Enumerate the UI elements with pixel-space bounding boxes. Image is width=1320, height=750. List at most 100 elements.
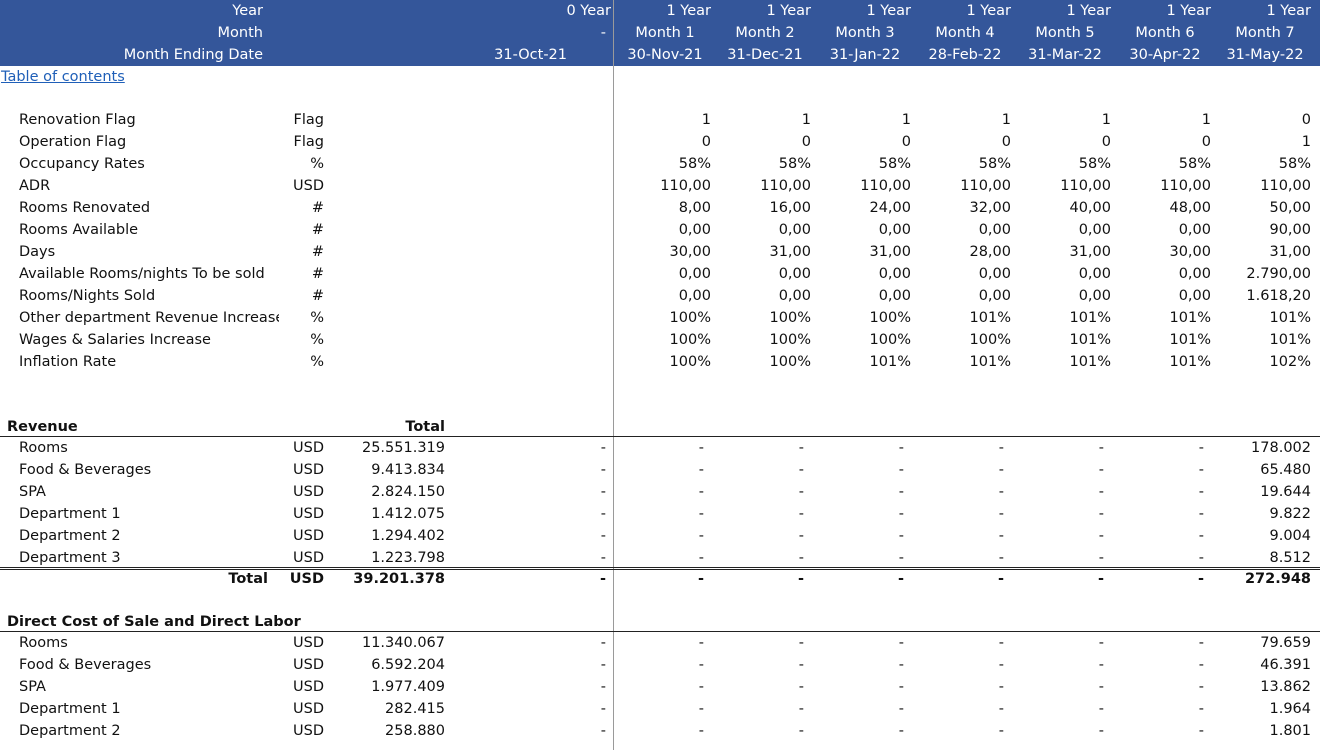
row-value-month-3: -	[898, 528, 904, 544]
row-value-month-1: 100%	[669, 354, 711, 370]
row-total: 25.551.319	[361, 440, 445, 456]
row-value-month-3: -	[898, 440, 904, 456]
row-value-month-5: 1	[1101, 112, 1111, 128]
header-band: Year Month Month Ending Date 0 Year - 31…	[0, 0, 1320, 66]
row-total: 1.977.409	[371, 679, 445, 695]
table-row: SPA USD 2.824.150 - - - - - - - 19.644	[0, 481, 1320, 503]
row-value-month-3: 1	[901, 112, 911, 128]
header-col-5-date: 31-Mar-22	[1028, 47, 1102, 63]
header-label-month: Month	[217, 25, 263, 41]
header-col-7-year: 1 Year	[1266, 3, 1311, 19]
row-value-month-3: 58%	[878, 156, 911, 172]
row-month0-value: -	[600, 723, 606, 739]
row-value-month-5: 101%	[1069, 332, 1111, 348]
header-col-4-year: 1 Year	[966, 3, 1011, 19]
row-month0-value: -	[600, 550, 606, 566]
row-value-month-1: -	[698, 679, 704, 695]
row-label: Food & Beverages	[19, 462, 152, 478]
table-row: Rooms USD 25.551.319 - - - - - - - 178.002	[0, 437, 1320, 459]
row-value-month-1: -	[698, 723, 704, 739]
row-month0-value: -	[600, 657, 606, 673]
row-value-month-5: 0,00	[1078, 288, 1111, 304]
row-value-month-6: 0,00	[1178, 266, 1211, 282]
row-value-month-3: 24,00	[869, 200, 911, 216]
row-month0-value: -	[600, 679, 606, 695]
row-value-month-7: 272.948	[1244, 571, 1311, 587]
row-unit: USD	[293, 178, 324, 194]
revenue-section-header: Revenue Total	[0, 416, 1320, 438]
row-value-month-7: 90,00	[1269, 222, 1311, 238]
row-label: Department 3	[19, 550, 121, 566]
table-of-contents-link[interactable]: Table of contents	[1, 69, 125, 85]
row-value-month-4: 101%	[969, 310, 1011, 326]
row-unit: USD	[293, 484, 324, 500]
row-total: 1.294.402	[371, 528, 445, 544]
row-value-month-6: -	[1198, 679, 1204, 695]
table-row: SPA USD 1.977.409 - - - - - - - 13.862	[0, 676, 1320, 698]
row-value-month-7: 178.002	[1251, 440, 1311, 456]
row-value-month-3: -	[898, 635, 904, 651]
header-col-1-date: 30-Nov-21	[627, 47, 703, 63]
row-value-month-6: -	[1197, 571, 1204, 587]
row-value-month-2: 58%	[778, 156, 811, 172]
row-value-month-2: 100%	[769, 310, 811, 326]
row-value-month-3: -	[898, 701, 904, 717]
row-value-month-4: 110,00	[960, 178, 1011, 194]
row-value-month-2: -	[798, 528, 804, 544]
header-col0-month: -	[600, 25, 606, 41]
row-value-month-6: 0,00	[1178, 222, 1211, 238]
row-value-month-3: 0,00	[878, 266, 911, 282]
row-unit: #	[311, 266, 324, 282]
row-month0-value: -	[599, 571, 606, 587]
row-value-month-7: 1.801	[1269, 723, 1311, 739]
table-row: Inflation Rate% 100% 100% 101% 101% 101% 101% 1…	[0, 351, 1320, 373]
row-label: Days	[19, 244, 56, 260]
row-unit: USD	[289, 571, 324, 587]
row-label: Department 2	[19, 528, 121, 544]
row-value-month-1: -	[698, 528, 704, 544]
row-value-month-2: 110,00	[760, 178, 811, 194]
row-value-month-3: 31,00	[869, 244, 911, 260]
table-row: Rooms Available #0,00 0,00 0,00 0,00 0,00 0,00…	[0, 219, 1320, 241]
row-value-month-4: -	[998, 440, 1004, 456]
row-value-month-2: 0,00	[778, 288, 811, 304]
row-value-month-5: 0,00	[1078, 222, 1111, 238]
row-unit: Flag	[293, 134, 324, 150]
row-value-month-2: 31,00	[769, 244, 811, 260]
row-unit: USD	[293, 440, 324, 456]
row-value-month-3: -	[897, 571, 904, 587]
revenue-header-rule	[0, 436, 1320, 437]
row-value-month-7: 65.480	[1260, 462, 1311, 478]
row-value-month-5: 40,00	[1069, 200, 1111, 216]
row-value-month-7: 1.964	[1269, 701, 1311, 717]
row-value-month-5: -	[1098, 679, 1104, 695]
row-total: 11.340.067	[361, 635, 445, 651]
header-col0-date: 31-Oct-21	[494, 47, 567, 63]
direct-cost-section-header: Direct Cost of Sale and Direct Labor	[0, 611, 1320, 633]
row-value-month-3: 0,00	[878, 288, 911, 304]
row-value-month-2: -	[797, 571, 804, 587]
row-value-month-7: 8.512	[1269, 550, 1311, 566]
row-label: Rooms	[19, 440, 68, 456]
row-value-month-4: -	[998, 550, 1004, 566]
row-value-month-2: 100%	[769, 332, 811, 348]
row-value-month-5: -	[1098, 701, 1104, 717]
column-divider	[613, 0, 614, 750]
row-value-month-2: 100%	[769, 354, 811, 370]
row-value-month-4: 58%	[978, 156, 1011, 172]
table-row: Wages & Salaries Increase% 100% 100% 100% 10…	[0, 329, 1320, 351]
row-label: Available Rooms/nights To be sold	[19, 266, 265, 282]
table-row: Department 2 USD 258.880 - - - - - - - 1.801	[0, 720, 1320, 742]
row-unit: #	[311, 244, 324, 260]
row-value-month-7: 9.004	[1269, 528, 1311, 544]
header-col-3-year: 1 Year	[866, 3, 911, 19]
row-value-month-6: -	[1198, 723, 1204, 739]
row-value-month-5: 31,00	[1069, 244, 1111, 260]
row-month0-value: -	[600, 701, 606, 717]
header-col-3-date: 31-Jan-22	[829, 47, 901, 63]
row-value-month-1: 58%	[678, 156, 711, 172]
row-label: SPA	[19, 679, 46, 695]
header-col-3-month: Month 3	[835, 25, 895, 41]
row-unit: USD	[293, 723, 324, 739]
row-value-month-4: -	[998, 506, 1004, 522]
